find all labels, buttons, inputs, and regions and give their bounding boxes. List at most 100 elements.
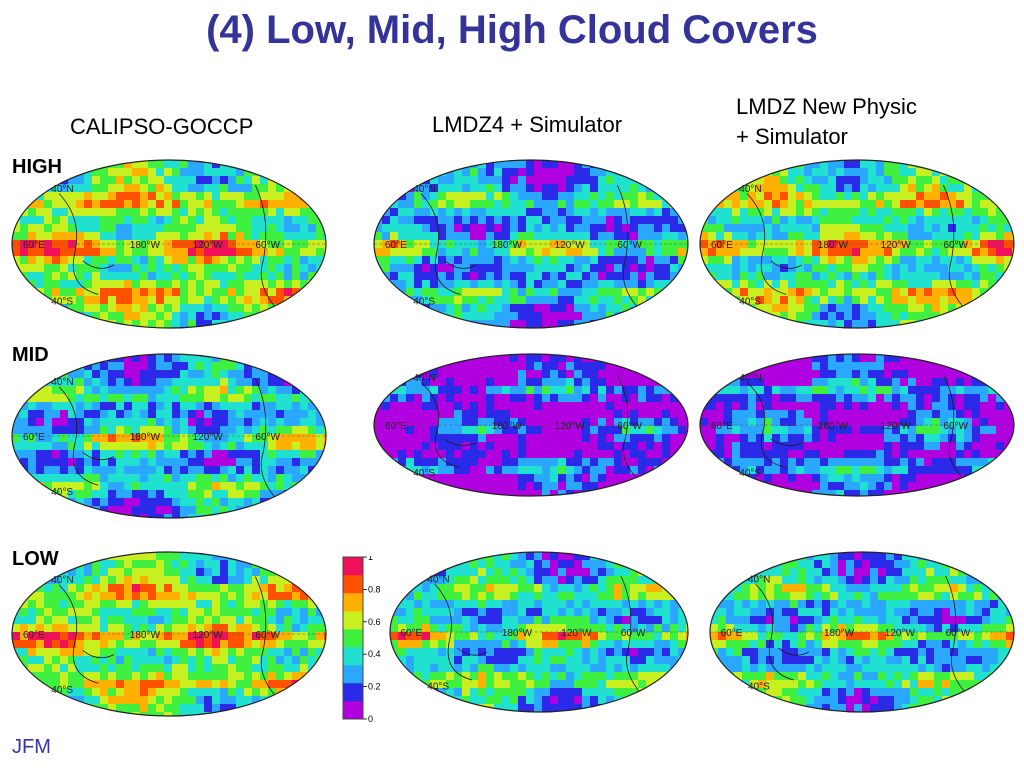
map-outline [373,353,689,497]
map-label-lon-120w: 120°W [555,240,586,251]
map-label-lon-180w: 180°W [492,240,523,251]
page-title: (4) Low, Mid, High Cloud Covers [206,8,818,52]
map-high-lmdz-new-physic: 40°N 40°S 60°E 180°W 120°W 60°W [699,159,1015,329]
map-label-lat-north: 40°N [51,377,73,388]
map-outline [11,551,327,717]
map-label-lat-north: 40°N [413,184,435,195]
map-high-calipso: 40°N 40°S 60°E 180°W 120°W 60°W [11,159,327,329]
colorbar-swatch [343,611,363,630]
coastlines [374,375,688,483]
map-outline [11,353,327,519]
map-mid-calipso: 40°N 40°S 60°E 180°W 120°W 60°W [11,353,327,519]
map-label-lat-north: 40°N [748,574,770,585]
map-label-lat-south: 40°S [739,297,761,308]
map-label-lon-180w: 180°W [130,432,161,443]
colorbar-tick-label: 0.8 [368,584,381,594]
map-label-lon-180w: 180°W [492,421,523,432]
map-outline [699,353,1015,497]
map-label-lat-south: 40°S [413,297,435,308]
column-header-line: LMDZ New Physic [736,94,917,119]
map-label-lat-north: 40°N [413,373,435,384]
colorbar-swatch [343,683,363,702]
column-header-lmdz4: LMDZ4 + Simulator [432,110,622,140]
map-label-lon-60e: 60°E [721,628,743,639]
map-label-lon-180w: 180°W [130,240,161,251]
map-label-lon-60e: 60°E [711,421,733,432]
map-label-lon-60w: 60°W [946,628,971,639]
coastlines [390,575,688,697]
map-label-lat-south: 40°S [51,685,73,696]
map-label-lon-120w: 120°W [885,628,916,639]
map-label-lat-south: 40°S [51,487,73,498]
map-label-lon-60e: 60°E [711,240,733,251]
season-label: JFM [12,736,51,758]
map-label-lon-120w: 120°W [193,240,224,251]
map-label-lat-north: 40°N [739,184,761,195]
map-label-lat-north: 40°N [51,184,73,195]
map-mid-lmdz4: 40°N 40°S 60°E 180°W 120°W 60°W [373,353,689,497]
colorbar-frame [342,556,364,720]
colorbar-swatch [343,593,363,612]
colorbar-tick-label: 0.4 [368,649,381,659]
column-header-calipso: CALIPSO-GOCCP [70,112,253,142]
colorbar-swatch [343,665,363,684]
map-label-lon-180w: 180°W [130,630,161,641]
map-label-lon-60w: 60°W [255,240,280,251]
map-label-lat-south: 40°S [427,682,449,693]
cloud-field [12,160,326,328]
map-label-lon-60e: 60°E [23,630,45,641]
colorbar-swatch [343,575,363,594]
map-low-lmdz4: 40°N 40°S 60°E 180°W 120°W 60°W [389,551,689,713]
row-label-low: LOW [12,548,59,570]
column-header-line: LMDZ4 + Simulator [432,112,623,137]
colorbar-tick-label: 0 [368,714,373,724]
map-label-lon-120w: 120°W [881,421,912,432]
colorbar-swatch [343,701,363,720]
map-outline [709,551,1015,713]
coastlines [12,185,326,312]
map-label-lon-120w: 120°W [555,421,586,432]
map-mid-lmdz-new-physic: 40°N 40°S 60°E 180°W 120°W 60°W [699,353,1015,497]
row-label-mid: MID [12,344,49,366]
map-label-lon-60w: 60°W [617,240,642,251]
map-label-lat-north: 40°N [427,574,449,585]
map-low-lmdz-new-physic: 40°N 40°S 60°E 180°W 120°W 60°W [709,551,1015,713]
map-label-lon-180w: 180°W [502,628,533,639]
colorbar-tick-label: 1 [368,556,373,562]
map-label-lon-120w: 120°W [193,630,224,641]
map-high-lmdz4: 40°N 40°S 60°E 180°W 120°W 60°W [373,159,689,329]
map-label-lon-60w: 60°W [621,628,646,639]
colorbar-swatch [343,647,363,666]
map-label-lat-south: 40°S [51,297,73,308]
map-label-lat-north: 40°N [739,373,761,384]
coastlines [12,576,326,700]
map-label-lat-north: 40°N [51,575,73,586]
cloud-field [12,552,326,716]
colorbar-swatch [343,629,363,648]
column-header-line: + Simulator [736,124,848,149]
map-label-lon-60e: 60°E [385,240,407,251]
map-label-lon-60e: 60°E [385,421,407,432]
coastlines [700,375,1014,483]
map-label-lat-south: 40°S [739,468,761,479]
map-label-lon-180w: 180°W [818,421,849,432]
map-label-lon-60e: 60°E [23,240,45,251]
map-label-lon-60w: 60°W [255,630,280,641]
map-label-lon-60w: 60°W [255,432,280,443]
map-label-lon-60e: 60°E [23,432,45,443]
coastlines [12,378,326,502]
map-label-lon-180w: 180°W [824,628,855,639]
colorbar-tick-label: 0.2 [368,682,381,692]
map-label-lon-180w: 180°W [818,240,849,251]
map-label-lon-60w: 60°W [943,240,968,251]
colorbar-swatch [343,557,363,576]
map-label-lat-south: 40°S [413,468,435,479]
row-label-high: HIGH [12,156,62,178]
map-low-calipso: 40°N 40°S 60°E 180°W 120°W 60°W [11,551,327,717]
map-label-lon-60e: 60°E [400,628,422,639]
colorbar-tick-label: 0.6 [368,617,381,627]
map-outline [699,159,1015,329]
map-label-lon-120w: 120°W [193,432,224,443]
column-header-line: CALIPSO-GOCCP [70,114,254,139]
colorbar: 0 0.2 0.4 0.6 0.8 1 [342,556,381,724]
